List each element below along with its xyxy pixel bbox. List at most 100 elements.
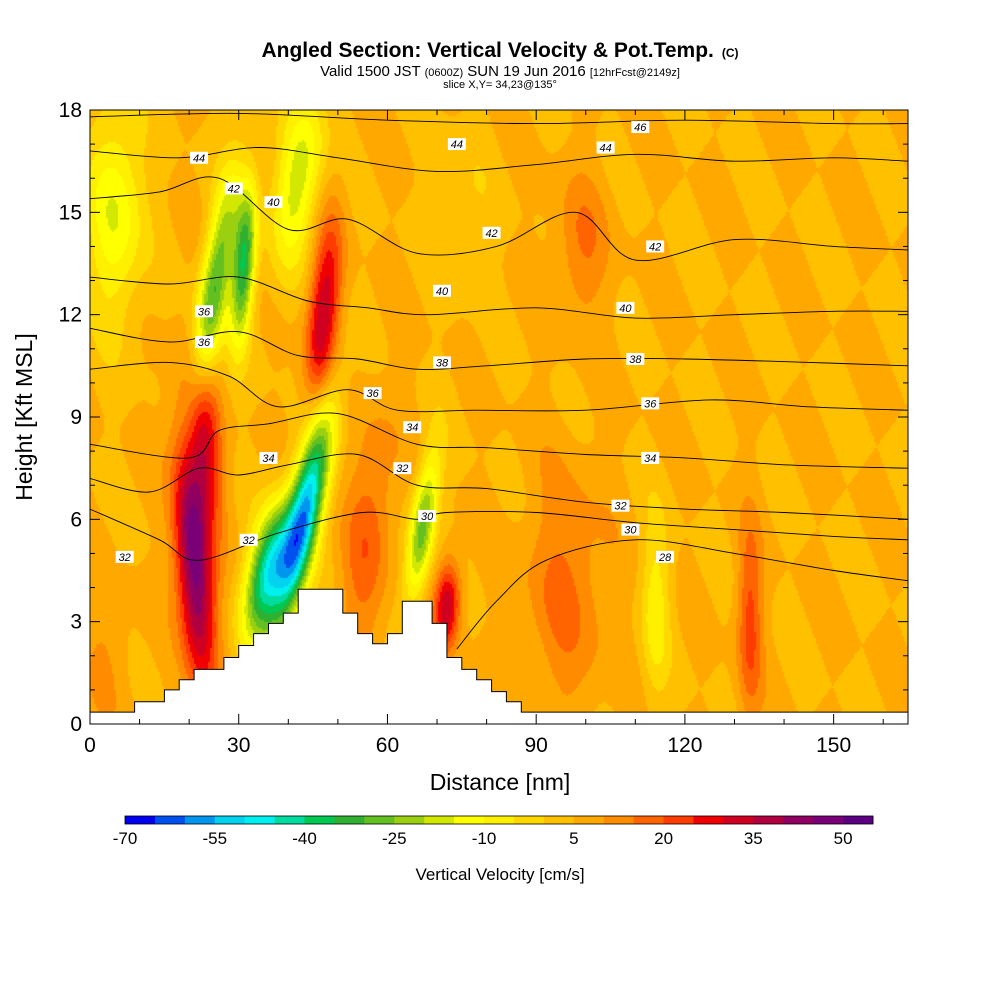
theta-contours [89, 112, 909, 650]
contour-label-bg [621, 523, 640, 536]
x-tick-label: 90 [525, 734, 548, 757]
colorbar-tick-label: 35 [744, 829, 763, 848]
colorbar-tick-label: 20 [654, 829, 673, 848]
terrain-mask [90, 589, 908, 724]
contour-label-text: 36 [366, 388, 379, 400]
y-tick-label: 6 [70, 508, 82, 531]
contour-label-bg [363, 387, 382, 400]
contour-label-bg [656, 550, 675, 563]
y-tick-label: 3 [70, 611, 82, 634]
theta-line-40 [89, 276, 909, 319]
colorbar-tick-label: -55 [203, 829, 228, 848]
contour-label: 34 [259, 451, 278, 465]
colorbar-swatch [843, 816, 874, 824]
colorbar-swatch [543, 816, 575, 824]
contour-label: 36 [195, 335, 214, 349]
contour-label-bg [393, 462, 412, 475]
x-axis-tick-labels: 0 30 60 90 120 150 [84, 734, 851, 757]
contour-label-text: 40 [619, 303, 632, 315]
y-axis-tick-labels: 0 3 6 9 12 15 18 [59, 99, 82, 736]
y-tick-label: 18 [59, 99, 82, 122]
contour-label-bg [224, 182, 243, 195]
colorbar-swatch [154, 816, 186, 824]
contour-label-bg [596, 141, 615, 154]
colorbar-swatch [364, 816, 395, 824]
contour-label-bg [611, 499, 630, 512]
colorbar-swatch [783, 816, 814, 824]
colorbar-swatch [753, 816, 784, 824]
contour-label: 36 [195, 305, 214, 318]
theta-line-28 [456, 539, 909, 650]
contour-label-text: 36 [644, 398, 657, 410]
colorbar-title: Vertical Velocity [cm/s] [415, 865, 584, 884]
contour-label: 42 [224, 182, 243, 195]
contour-label-text: 28 [658, 552, 672, 564]
contour-label: 44 [596, 141, 615, 155]
y-tick-label: 9 [70, 406, 82, 429]
colorbar-swatch [633, 816, 664, 824]
contour-label-text: 38 [629, 354, 642, 366]
contour-label-text: 46 [634, 122, 647, 134]
vertical-velocity-field [90, 110, 908, 724]
colorbar-tick-label: 50 [834, 829, 853, 848]
chart-title-unit: (C) [722, 46, 739, 60]
contour-label-text: 44 [599, 143, 611, 155]
theta-line-42 [89, 176, 909, 262]
contour-label-text: 30 [624, 525, 637, 537]
contour-label: 40 [264, 196, 283, 209]
y-tick-label: 12 [59, 304, 82, 327]
contour-label: 38 [432, 356, 451, 369]
contour-label: 36 [363, 387, 382, 400]
x-tick-label: 120 [667, 734, 702, 757]
colorbar-tick-label: -70 [113, 829, 138, 848]
chart-subtitle-slice: slice X,Y= 34,23@135° [443, 79, 557, 91]
y-tick-label: 0 [70, 713, 82, 736]
contour-label-bg [264, 196, 283, 209]
colorbar-swatch [813, 816, 844, 824]
colorbar-swatch [184, 816, 216, 824]
contour-label: 42 [646, 240, 665, 253]
colorbar [124, 815, 874, 825]
x-tick-label: 0 [84, 734, 96, 757]
colorbar-swatch [424, 816, 455, 824]
contour-label-bg [646, 240, 665, 253]
contour-label: 30 [418, 509, 437, 523]
terrain-outline [90, 588, 908, 713]
contour-label: 38 [626, 353, 645, 366]
subtitle-part-date: SUN 19 Jun 2016 [463, 63, 590, 80]
contour-label: 42 [482, 226, 501, 240]
contour-label-bg [432, 284, 451, 297]
theta-contour-labels: 46 44 44 44 42 40 42 42 40 40 36 36 38 38 36 36 34 34 34 32… [115, 121, 675, 564]
contour-label-bg [195, 335, 214, 348]
contour-label-bg [418, 509, 437, 522]
theta-line-44 [89, 147, 909, 173]
colorbar-tick-labels: -70 -55 -40 -25 -10 5 20 35 50 [113, 829, 853, 848]
subtitle-part-forecast: [12hrFcst@2149z] [590, 67, 680, 79]
contour-label-text: 34 [406, 422, 418, 434]
colorbar-tick-label: -40 [292, 829, 317, 848]
contour-label-bg [259, 451, 278, 464]
colorbar-swatch [663, 816, 694, 824]
colorbar-swatch [603, 816, 635, 824]
contour-label-bg [115, 550, 134, 563]
theta-line-36 [89, 361, 909, 413]
colorbar-swatch [214, 816, 246, 824]
contour-label-bg [447, 138, 466, 151]
contour-label: 30 [621, 523, 640, 537]
contour-label: 34 [403, 421, 422, 434]
contour-label-bg [190, 151, 209, 164]
chart-title-text: Angled Section: Vertical Velocity & Pot.… [261, 39, 713, 62]
chart-subtitle: Valid 1500 JST (0600Z) SUN 19 Jun 2016 [… [320, 63, 680, 80]
theta-line-32 [89, 453, 909, 520]
colorbar-swatch [693, 816, 724, 824]
contour-label-text: 30 [421, 511, 434, 523]
axis-ticks [89, 109, 908, 725]
colorbar-swatch [394, 816, 425, 824]
contour-label: 32 [611, 499, 630, 513]
contour-label-text: 36 [198, 306, 211, 318]
colorbar-swatch [454, 816, 485, 824]
y-tick-label: 15 [59, 201, 82, 224]
contour-label-bg [195, 305, 214, 318]
contour-label-text: 32 [243, 535, 255, 547]
